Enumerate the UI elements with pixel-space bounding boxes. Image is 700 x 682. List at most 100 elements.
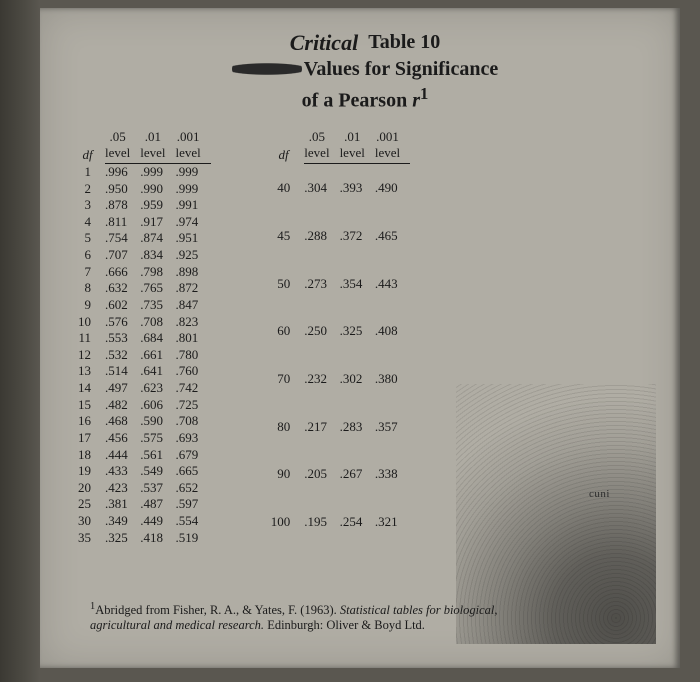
cell-df: 9 bbox=[78, 297, 105, 314]
cell-05: .576 bbox=[105, 314, 140, 331]
cell-df: 100 bbox=[271, 499, 305, 547]
table-row: 25.381.487.597 bbox=[78, 496, 211, 513]
table-row: 18.444.561.679 bbox=[78, 447, 211, 464]
cell-05: .273 bbox=[304, 260, 339, 308]
cell-01: .684 bbox=[140, 330, 175, 347]
cell-05: .232 bbox=[304, 356, 339, 404]
cell-001: .519 bbox=[176, 530, 211, 547]
title-line-1: Critical Table 10 bbox=[78, 26, 652, 56]
table-row: 15.482.606.725 bbox=[78, 397, 211, 414]
cell-df: 15 bbox=[78, 397, 105, 414]
cell-05: .666 bbox=[105, 264, 140, 281]
cell-001: .951 bbox=[176, 230, 211, 247]
cell-001: .693 bbox=[176, 430, 211, 447]
cell-001: .780 bbox=[176, 347, 211, 364]
table-row: 3.878.959.991 bbox=[78, 197, 211, 214]
cell-05: .433 bbox=[105, 463, 140, 480]
cell-001: .443 bbox=[375, 260, 410, 308]
col-05-lvl: level bbox=[105, 145, 140, 163]
cell-01: .798 bbox=[140, 264, 175, 281]
cell-05: .996 bbox=[105, 163, 140, 180]
col-001-lvl: level bbox=[375, 145, 410, 163]
cell-05: .632 bbox=[105, 280, 140, 297]
cell-001: .465 bbox=[375, 213, 410, 261]
cell-df: 90 bbox=[271, 451, 305, 499]
cell-01: .990 bbox=[140, 181, 175, 198]
cell-df: 70 bbox=[271, 356, 305, 404]
cell-001: .991 bbox=[176, 197, 211, 214]
cell-01: .590 bbox=[140, 413, 175, 430]
cell-01: .999 bbox=[140, 163, 175, 180]
table-row: 8.632.765.872 bbox=[78, 280, 211, 297]
cell-05: .456 bbox=[105, 430, 140, 447]
table-row: 17.456.575.693 bbox=[78, 430, 211, 447]
cell-df: 1 bbox=[78, 163, 105, 180]
cell-df: 60 bbox=[271, 308, 305, 356]
col-05-lvl: level bbox=[304, 145, 339, 163]
col-df: df bbox=[271, 129, 305, 164]
cell-01: .487 bbox=[140, 496, 175, 513]
cell-01: .267 bbox=[340, 451, 375, 499]
table-row: 13.514.641.760 bbox=[78, 363, 211, 380]
cell-01: .302 bbox=[340, 356, 375, 404]
scanned-page: Critical Table 10 Values for Significanc… bbox=[40, 8, 680, 668]
cell-df: 3 bbox=[78, 197, 105, 214]
cell-05: .497 bbox=[105, 380, 140, 397]
cell-001: .925 bbox=[176, 247, 211, 264]
table-row: 9.602.735.847 bbox=[78, 297, 211, 314]
cell-df: 2 bbox=[78, 181, 105, 198]
col-df: df bbox=[78, 129, 105, 164]
cell-01: .561 bbox=[140, 447, 175, 464]
cell-001: .597 bbox=[176, 496, 211, 513]
cell-05: .205 bbox=[304, 451, 339, 499]
table-row: 20.423.537.652 bbox=[78, 480, 211, 497]
handwritten-word: Critical bbox=[290, 28, 358, 58]
cell-001: .554 bbox=[176, 513, 211, 530]
cell-01: .917 bbox=[140, 214, 175, 231]
footnote: 1Abridged from Fisher, R. A., & Yates, F… bbox=[90, 600, 540, 634]
critical-values-table-right: df .05 .01 .001 level level level 40.304… bbox=[271, 129, 410, 547]
footnote-marker: 1 bbox=[420, 84, 428, 103]
cell-df: 40 bbox=[271, 163, 305, 212]
cell-001: .679 bbox=[176, 447, 211, 464]
title-line-2-text: Values for Significance bbox=[304, 58, 498, 80]
table-row: 30.349.449.554 bbox=[78, 513, 211, 530]
cell-df: 7 bbox=[78, 264, 105, 281]
photo-edge-shadow bbox=[0, 0, 40, 682]
title-line-3: of a Pearson r1 bbox=[78, 83, 652, 115]
table-row: 60.250.325.408 bbox=[271, 308, 410, 356]
table-row: 40.304.393.490 bbox=[271, 163, 410, 212]
table-row: 6.707.834.925 bbox=[78, 247, 211, 264]
cell-01: .606 bbox=[140, 397, 175, 414]
footnote-pre: Abridged from Fisher, R. A., & Yates, F.… bbox=[95, 603, 340, 617]
cell-01: .834 bbox=[140, 247, 175, 264]
cell-01: .537 bbox=[140, 480, 175, 497]
cell-001: .408 bbox=[375, 308, 410, 356]
cell-01: .549 bbox=[140, 463, 175, 480]
cell-05: .325 bbox=[105, 530, 140, 547]
table-row: 2.950.990.999 bbox=[78, 181, 211, 198]
col-001-lvl: level bbox=[176, 145, 211, 163]
cell-05: .950 bbox=[105, 181, 140, 198]
cell-01: .254 bbox=[340, 499, 375, 547]
cell-df: 10 bbox=[78, 314, 105, 331]
cell-001: .999 bbox=[176, 181, 211, 198]
table-row: 11.553.684.801 bbox=[78, 330, 211, 347]
cell-05: .514 bbox=[105, 363, 140, 380]
col-01-top: .01 bbox=[340, 129, 375, 146]
table-row: 16.468.590.708 bbox=[78, 413, 211, 430]
cell-05: .381 bbox=[105, 496, 140, 513]
stray-text: cuni bbox=[589, 488, 610, 500]
cell-05: .468 bbox=[105, 413, 140, 430]
cell-001: .898 bbox=[176, 264, 211, 281]
table-row: 7.666.798.898 bbox=[78, 264, 211, 281]
cell-001: .708 bbox=[176, 413, 211, 430]
cell-001: .974 bbox=[176, 214, 211, 231]
table-row: 1.996.999.999 bbox=[78, 163, 211, 180]
cell-001: .338 bbox=[375, 451, 410, 499]
tables-container: df .05 .01 .001 level level level 1.996.… bbox=[78, 129, 652, 547]
cell-05: .304 bbox=[304, 163, 339, 212]
cell-05: .754 bbox=[105, 230, 140, 247]
title-line-3-text: of a Pearson bbox=[302, 90, 408, 112]
cell-05: .602 bbox=[105, 297, 140, 314]
